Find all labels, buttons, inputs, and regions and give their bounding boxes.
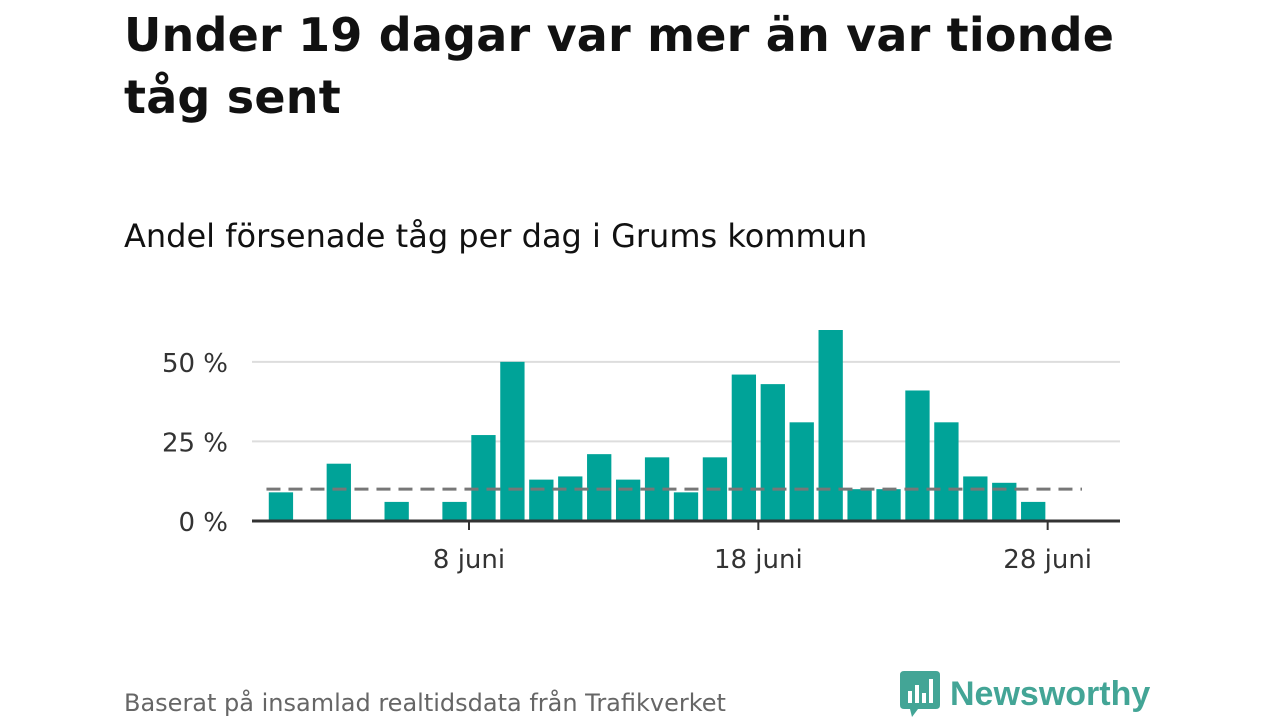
bar — [731, 374, 757, 521]
bar — [818, 330, 843, 521]
y-tick-label: 50 % — [162, 349, 228, 379]
bars — [268, 330, 1046, 521]
bar — [587, 454, 612, 521]
brand-logo: Newsworthy — [900, 670, 1150, 718]
bar — [529, 479, 554, 521]
bar — [1021, 501, 1046, 521]
bar — [673, 492, 699, 521]
bar — [876, 489, 901, 521]
bar — [384, 501, 409, 521]
bar — [615, 479, 641, 521]
bar — [760, 384, 785, 521]
bar — [847, 489, 872, 521]
bar — [268, 492, 294, 521]
tick-labels: 0 % 25 % 50 % 8 juni 18 juni 28 juni — [162, 349, 1092, 575]
x-tick-label: 8 juni — [433, 545, 505, 575]
x-tick-label: 28 juni — [1003, 545, 1092, 575]
y-tick-label: 0 % — [178, 508, 228, 538]
bar — [934, 422, 959, 521]
bar-chart-speech-bubble-icon — [900, 671, 940, 717]
grid-lines — [252, 360, 1120, 443]
bar-chart: 0 % 25 % 50 % 8 juni 18 juni 28 juni — [162, 330, 1120, 575]
x-tick-label: 18 juni — [714, 545, 803, 575]
bar — [442, 501, 467, 521]
brand-name: Newsworthy — [950, 674, 1151, 713]
chart-subtitle: Andel försenade tåg per dag i Grums komm… — [124, 217, 868, 255]
bar — [326, 463, 351, 521]
bar — [471, 435, 496, 521]
bar — [789, 422, 814, 521]
axes — [252, 519, 1120, 530]
bar — [905, 390, 930, 521]
bar — [500, 361, 525, 521]
source-note: Baserat på insamlad realtidsdata från Tr… — [124, 689, 726, 717]
headline: Under 19 dagar var mer än var tionde tåg… — [124, 8, 1115, 124]
bar — [558, 476, 583, 521]
y-tick-label: 25 % — [162, 428, 228, 458]
bar — [963, 476, 988, 521]
